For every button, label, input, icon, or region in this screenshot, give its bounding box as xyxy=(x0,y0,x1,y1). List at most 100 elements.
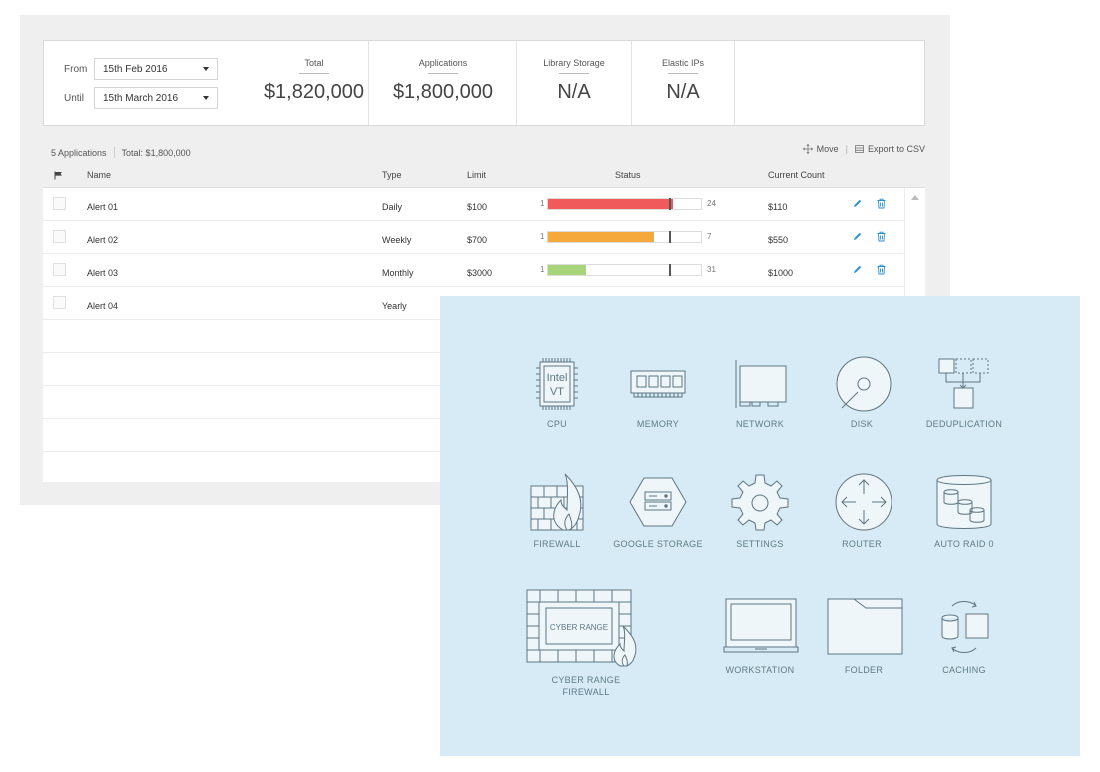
column-header-limit[interactable]: Limit xyxy=(467,170,487,180)
row-limit: $3000 xyxy=(467,268,493,278)
pencil-icon[interactable] xyxy=(852,231,863,242)
tile-label: SETTINGS xyxy=(736,539,784,549)
divider xyxy=(299,73,329,74)
metric-value: $1,820,000 xyxy=(263,81,365,103)
trash-icon[interactable] xyxy=(876,231,887,242)
table-header: Name Type Limit Status Current Count xyxy=(43,165,925,188)
row-type: Yearly xyxy=(382,301,407,311)
tile-label-line: CYBER RANGE xyxy=(551,675,621,685)
router-icon xyxy=(835,473,892,531)
summary-panel: From 15th Feb 2016 Until 15th March 2016… xyxy=(43,40,925,126)
tile-caching[interactable]: CACHING xyxy=(924,596,1004,676)
workstation-icon xyxy=(723,598,799,653)
tile-disk[interactable]: DISK xyxy=(826,356,898,430)
divider xyxy=(113,147,115,158)
gear-icon xyxy=(731,474,789,531)
metric-label: Total xyxy=(304,58,324,68)
row-checkbox[interactable] xyxy=(53,230,66,243)
tile-label: ROUTER xyxy=(842,539,882,549)
tile-label: CYBER RANGE FIREWALL xyxy=(524,674,648,698)
status-min: 1 xyxy=(540,265,545,274)
tile-google-storage[interactable]: GOOGLE STORAGE xyxy=(612,472,704,550)
trash-icon[interactable] xyxy=(876,198,887,209)
tile-cpu[interactable]: Intel VT CPU xyxy=(517,356,597,430)
tile-deduplication[interactable]: DEDUPLICATION xyxy=(920,356,1008,430)
pencil-icon[interactable] xyxy=(852,264,863,275)
row-name: Alert 04 xyxy=(87,301,119,311)
flag-icon[interactable] xyxy=(54,171,63,180)
tile-router[interactable]: ROUTER xyxy=(826,472,898,550)
tile-label: CACHING xyxy=(942,665,986,675)
applications-total: Total: $1,800,000 xyxy=(121,147,191,158)
table-actions: Move | Export to CSV xyxy=(802,144,925,154)
tile-firewall[interactable]: FIREWALL xyxy=(517,472,597,550)
status-marker xyxy=(669,198,671,210)
deduplication-icon xyxy=(938,358,989,409)
tile-label: NETWORK xyxy=(735,419,785,429)
storage-icon xyxy=(629,477,687,527)
scroll-up-icon[interactable] xyxy=(911,195,919,200)
divider xyxy=(428,73,458,74)
table-row[interactable]: Alert 01 Daily $100 1 24 $110 xyxy=(43,188,903,221)
metric-value: $1,800,000 xyxy=(392,81,494,103)
metric-applications: Applications $1,800,000 xyxy=(368,41,517,125)
column-header-current-count[interactable]: Current Count xyxy=(768,170,825,180)
status-marker xyxy=(669,264,671,276)
move-label: Move xyxy=(816,144,839,154)
from-date-select[interactable]: 15th Feb 2016 xyxy=(94,58,218,80)
until-row: Until 15th March 2016 xyxy=(64,87,218,109)
export-csv-label: Export to CSV xyxy=(867,144,925,154)
row-current-count: $110 xyxy=(768,202,788,212)
row-checkbox[interactable] xyxy=(53,197,66,210)
column-header-name[interactable]: Name xyxy=(87,170,112,180)
tile-folder[interactable]: FOLDER xyxy=(820,596,908,676)
raid-icon xyxy=(936,475,992,529)
row-current-count: $1000 xyxy=(768,268,794,278)
row-checkbox[interactable] xyxy=(53,296,66,309)
tile-label: AUTO RAID 0 xyxy=(934,539,994,549)
status-min: 1 xyxy=(540,199,545,208)
row-actions xyxy=(852,231,887,242)
divider xyxy=(668,73,698,74)
trash-icon[interactable] xyxy=(876,264,887,275)
tile-network[interactable]: NETWORK xyxy=(724,356,796,430)
status-max: 24 xyxy=(707,199,716,208)
move-icon xyxy=(802,144,813,154)
tile-label: MEMORY xyxy=(636,419,680,429)
until-date-select[interactable]: 15th March 2016 xyxy=(94,87,218,109)
column-header-status[interactable]: Status xyxy=(615,170,641,180)
status-min: 1 xyxy=(540,232,545,241)
from-label: From xyxy=(64,63,88,75)
cyber-range-inner-text: CYBER RANGE xyxy=(550,623,608,632)
tile-memory[interactable]: MEMORY xyxy=(622,356,694,430)
status-max: 7 xyxy=(707,232,712,241)
tile-cyber-range-firewall[interactable]: CYBER RANGE CYBER RANGE FIREWALL xyxy=(524,588,648,698)
row-limit: $700 xyxy=(467,235,488,245)
status-track xyxy=(547,231,702,243)
status-fill xyxy=(548,265,587,275)
row-name: Alert 03 xyxy=(87,268,119,278)
metric-value: N/A xyxy=(666,81,700,103)
network-icon xyxy=(735,360,787,408)
column-header-type[interactable]: Type xyxy=(382,170,402,180)
divider xyxy=(559,73,589,74)
pencil-icon[interactable] xyxy=(852,198,863,209)
table-row[interactable]: Alert 02 Weekly $700 1 7 $550 xyxy=(43,221,903,254)
tile-auto-raid[interactable]: AUTO RAID 0 xyxy=(920,472,1008,550)
status-max: 31 xyxy=(707,265,716,274)
tile-settings[interactable]: SETTINGS xyxy=(724,472,796,550)
divider: | xyxy=(845,144,848,154)
status-bar: 1 7 xyxy=(540,231,730,245)
tile-workstation[interactable]: WORKSTATION xyxy=(716,596,804,676)
status-fill xyxy=(548,199,674,209)
applications-count: 5 Applications xyxy=(51,147,107,158)
row-type: Daily xyxy=(382,202,403,212)
row-type: Weekly xyxy=(382,235,412,245)
move-button[interactable]: Move xyxy=(802,144,839,154)
metric-value: N/A xyxy=(557,81,591,103)
table-row[interactable]: Alert 03 Monthly $3000 1 31 $1000 xyxy=(43,254,903,287)
metric-label: Elastic IPs xyxy=(661,58,704,68)
row-type: Monthly xyxy=(382,268,414,278)
export-csv-button[interactable]: Export to CSV xyxy=(855,144,925,154)
row-checkbox[interactable] xyxy=(53,263,66,276)
